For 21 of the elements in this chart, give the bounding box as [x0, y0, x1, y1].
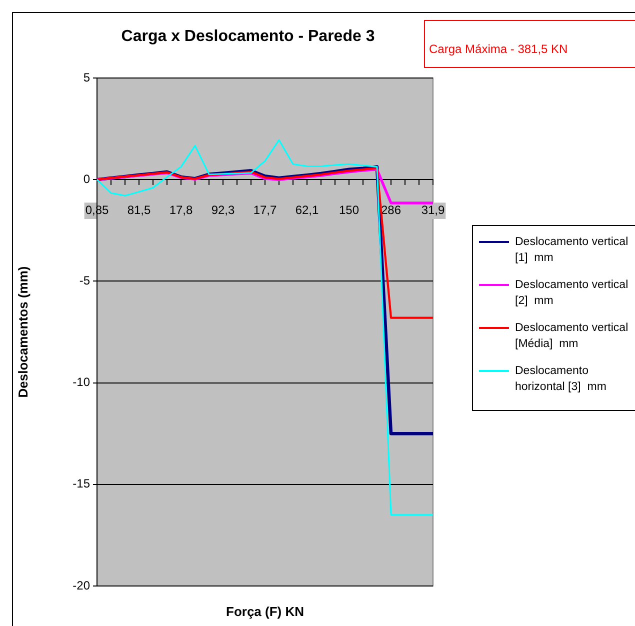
legend-label: Deslocamento horizontal [3] mm [515, 364, 608, 395]
legend-label: Deslocamento vertical [Média] mm [515, 321, 630, 352]
y-tick-label: -15 [72, 476, 90, 491]
x-tick-label: 81,5 [127, 203, 151, 218]
x-tick-label: 17,8 [169, 203, 193, 218]
y-tick-label: -20 [72, 578, 90, 592]
x-tick-label: 150 [338, 203, 360, 218]
chart-title: Carga x Deslocamento - Parede 3 [121, 28, 375, 45]
x-tick-label: 62,1 [295, 203, 319, 218]
text: Carga Máxima - 381,5 KN [429, 42, 569, 56]
y-tick-label: -5 [79, 274, 90, 288]
y-tick-label: 5 [83, 70, 90, 84]
y-tick-label: 0 [83, 172, 90, 186]
y-axis-title: Deslocamentos (mm) [15, 266, 30, 398]
y-tick-label: -10 [72, 375, 90, 390]
x-tick-label: 92,3 [211, 203, 235, 218]
legend-label: Deslocamento vertical [2] mm [515, 278, 630, 309]
x-axis-title: Força (F) KN [225, 604, 305, 619]
x-tick-label: 31,9 [421, 203, 445, 218]
x-tick-label: 17,7 [253, 203, 277, 218]
legend-label: Deslocamento vertical [1] mm [515, 235, 630, 266]
